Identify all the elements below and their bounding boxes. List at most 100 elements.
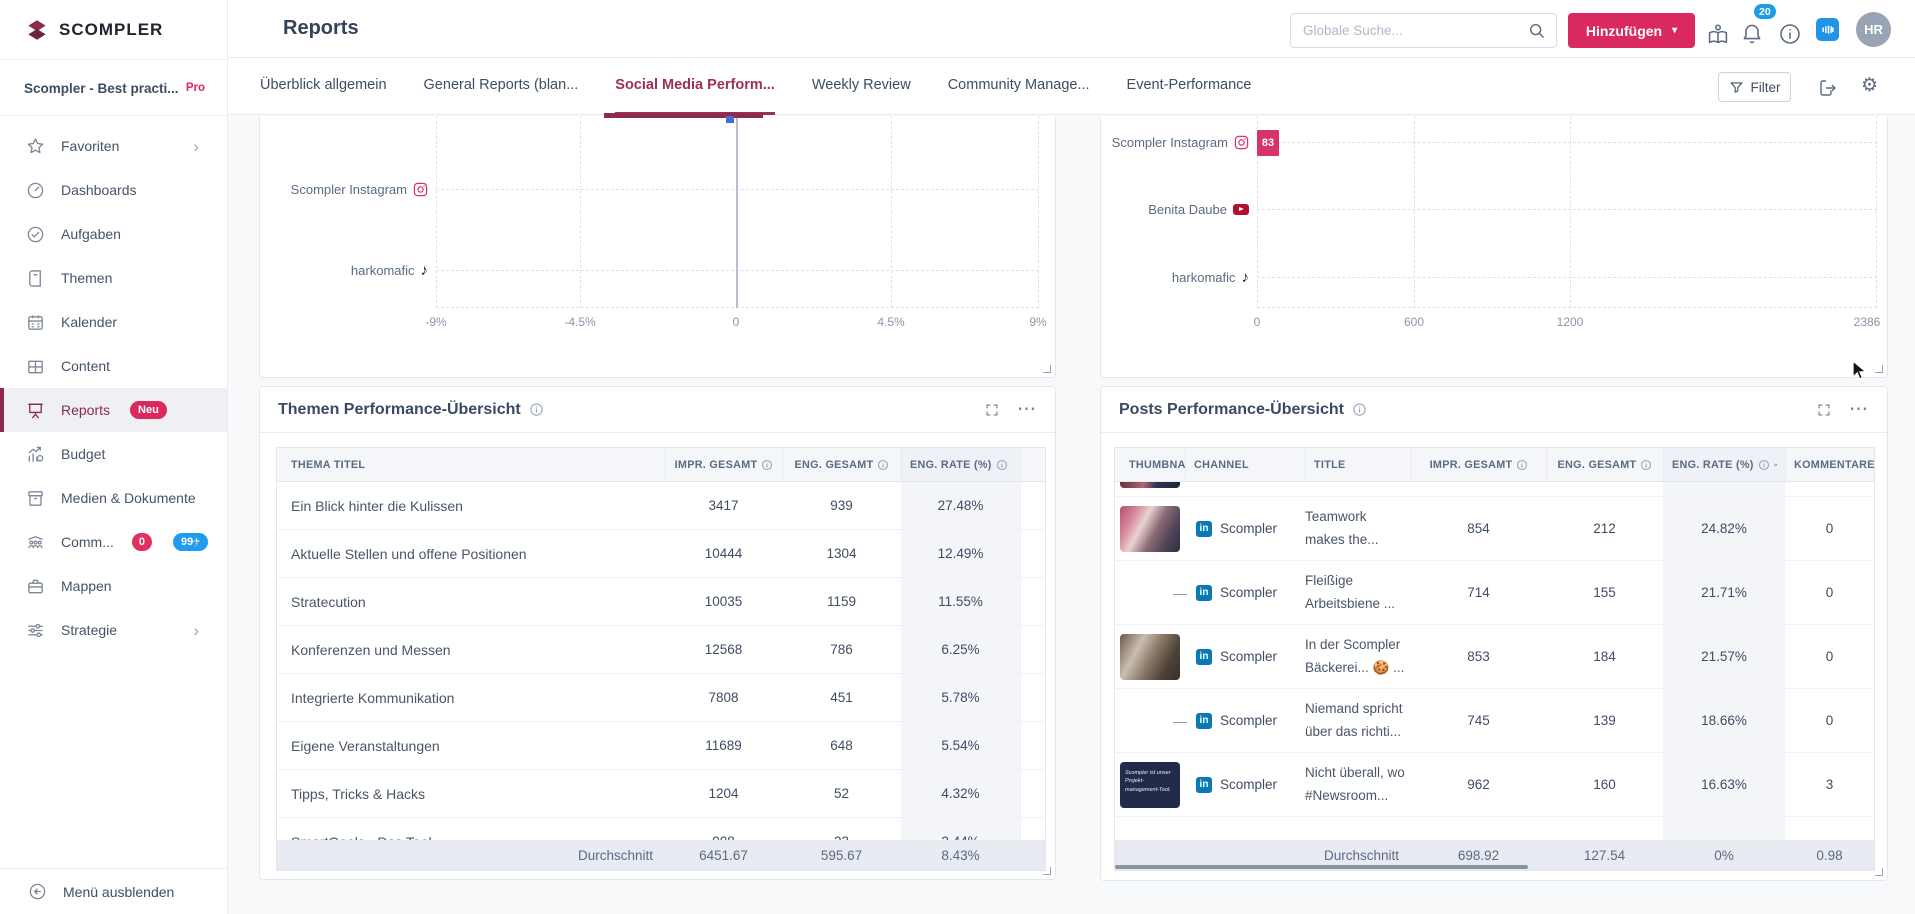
table-row[interactable]: Ein Blick hinter die Kulissen 3417 939 2… [277,482,1045,530]
sidebar-item-aufgaben[interactable]: Aufgaben [0,212,227,256]
table-row[interactable]: — in Scompler Fleißige Arbeitsbiene ... … [1115,561,1874,625]
comments-cell: 0 [1825,585,1834,600]
brand-logo[interactable]: SCOMPLER [0,0,227,60]
comments-cell: 3 [1825,777,1834,792]
tab-weekly-review[interactable]: Weekly Review [811,77,911,93]
more-menu-icon[interactable]: ⋯ [1849,398,1869,420]
col-header-thema-titel[interactable]: THEMA TITEL [291,458,366,471]
bar-scompler-instagram[interactable]: 83 [1257,130,1279,156]
col-header-title[interactable]: TITLE [1305,448,1411,481]
impr-cell: 714 [1467,585,1490,600]
tab-ueberblick-allgemein[interactable]: Überblick allgemein [260,77,387,93]
table-row[interactable]: SmartGoals - Das Tool... 908 23 2.44% [277,818,1045,842]
tab-event-performance[interactable]: Event-Performance [1126,77,1252,93]
bar-value-label: 83 [1261,137,1275,149]
col-header-eng-rate[interactable]: ENG. RATE (%) [1663,448,1785,481]
thema-titel-cell: Ein Blick hinter die Kulissen [291,497,463,514]
expand-icon[interactable] [985,403,999,417]
post-thumbnail[interactable] [1120,505,1180,552]
panel-title: Themen Performance-Übersicht [278,400,521,418]
channel-name: Scompler [1220,649,1278,664]
impr-cell: 962 [1467,777,1490,792]
sidebar-item-budget[interactable]: Budget [0,432,227,476]
sidebar-item-community[interactable]: Comm... 0 99+ › [0,520,227,564]
tab-social-media-performance[interactable]: Social Media Perform... [615,58,775,115]
table-row[interactable]: — in Studentische ... [1115,817,1874,842]
table-row[interactable]: Tipps, Tricks & Hacks 1204 52 4.32% [277,770,1045,818]
table-row[interactable]: Scompler ist unser Projekt-management-To… [1115,753,1874,817]
col-header-impr-gesamt[interactable]: IMPR. GESAMT [665,448,782,481]
post-thumbnail[interactable] [1120,633,1180,680]
col-header-kommentare[interactable]: KOMMENTARE ... [1785,448,1874,481]
eng-cell: 939 [830,498,853,513]
sidebar-item-themen[interactable]: Themen [0,256,227,300]
sidebar-item-reports[interactable]: Reports Neu [0,388,227,432]
post-thumbnail[interactable] [1115,698,1173,744]
impr-cell: 10444 [704,546,743,561]
widget-resize-handle[interactable] [1875,868,1883,876]
clipped-bar-fragment-blue [726,116,734,123]
tab-community-management[interactable]: Community Manage... [947,77,1090,93]
filter-button[interactable]: Filter [1718,72,1791,102]
star-icon [27,137,44,153]
avatar[interactable]: HR [1856,12,1891,47]
export-icon[interactable] [1818,78,1838,98]
impressions-chart-widget[interactable]: 83 0 600 1200 2386 Scompler Instagram Be… [1100,116,1888,378]
col-header-impr-gesamt[interactable]: IMPR. GESAMT [1411,448,1546,481]
horizontal-scrollbar[interactable] [1115,865,1528,869]
table-row[interactable]: — in Scompler In der Scompler Bäckerei..… [1115,625,1874,689]
table-row[interactable]: Konferenzen und Messen 12568 786 6.25% [277,626,1045,674]
post-thumbnail[interactable] [1115,570,1173,616]
table-row[interactable]: — in Scompler Niemand spricht über das r… [1115,689,1874,753]
gear-icon[interactable]: ⚙ [1861,75,1879,96]
spacer-cell [1020,722,1045,769]
tab-general-reports[interactable]: General Reports (blan... [423,77,579,93]
sidebar-item-kalender[interactable]: Kalender [0,300,227,344]
table-row[interactable]: Aktuelle Stellen und offene Positionen 1… [277,530,1045,578]
table-row[interactable]: — in Scompler Teamwork makes the... 854 … [1115,497,1874,561]
sidebar-item-medien[interactable]: Medien & Dokumente [0,476,227,520]
sidebar-item-strategie[interactable]: Strategie › [0,608,227,652]
col-header-eng-gesamt[interactable]: ENG. GESAMT [1546,448,1663,481]
sidebar-item-label: Aufgaben [61,226,121,242]
no-thumbnail-dash: — [1173,712,1187,729]
table-row[interactable]: Eigene Veranstaltungen 11689 648 5.54% [277,722,1045,770]
academy-icon[interactable] [1706,22,1730,46]
col-header-thumbnail[interactable]: THUMBNAIL [1129,458,1185,471]
grid-icon [28,360,43,373]
table-row[interactable]: — in [1115,482,1874,497]
col-header-channel[interactable]: CHANNEL [1185,448,1305,481]
col-header-eng-gesamt[interactable]: ENG. GESAMT [782,448,901,481]
widget-resize-handle[interactable] [1043,867,1051,875]
info-icon[interactable] [1778,22,1802,46]
workspace-switcher[interactable]: Scompler - Best practi... Pro [0,61,227,116]
expand-icon[interactable] [1817,403,1831,417]
info-icon[interactable] [1352,402,1367,417]
thema-titel-cell: Aktuelle Stellen und offene Positionen [291,545,527,562]
sidebar-item-label: Themen [61,270,113,286]
post-thumbnail[interactable]: Scompler ist unser Projekt-management-To… [1120,761,1180,808]
widget-resize-handle[interactable] [1043,365,1051,373]
sidebar-item-favoriten[interactable]: Favoriten › [0,124,227,168]
info-icon [762,459,773,470]
eng-cell: 155 [1593,585,1616,600]
col-header-eng-rate[interactable]: ENG. RATE (%) [901,448,1020,481]
sidebar-item-mappen[interactable]: Mappen [0,564,227,608]
sidebar-item-dashboards[interactable]: Dashboards [0,168,227,212]
table-row[interactable]: Integrierte Kommunikation 7808 451 5.78% [277,674,1045,722]
hide-menu-button[interactable]: Menü ausblenden [0,868,227,914]
post-thumbnail[interactable] [1120,482,1180,488]
info-icon[interactable] [529,402,544,417]
notifications-button[interactable]: 20 [1740,4,1776,46]
search-input[interactable] [1291,23,1528,38]
more-menu-icon[interactable]: ⋯ [1017,398,1037,420]
table-row[interactable]: Stratecution 10035 1159 11.55% [277,578,1045,626]
search-icon[interactable] [1528,22,1546,40]
sidebar-item-content[interactable]: Content [0,344,227,388]
table-header-row: THUMBNAIL CHANNEL TITLE IMPR. GESAMT ENG… [1115,448,1874,482]
engagement-rate-chart-widget[interactable]: -9% -4.5% 0 4.5% 9% Scompler Instagram h… [259,113,1056,378]
intercom-icon[interactable] [1816,18,1839,41]
widget-resize-handle[interactable] [1875,365,1883,373]
category-label-benita-daube: Benita Daube [1101,199,1249,219]
add-button[interactable]: Hinzufügen ▾ [1568,13,1695,48]
